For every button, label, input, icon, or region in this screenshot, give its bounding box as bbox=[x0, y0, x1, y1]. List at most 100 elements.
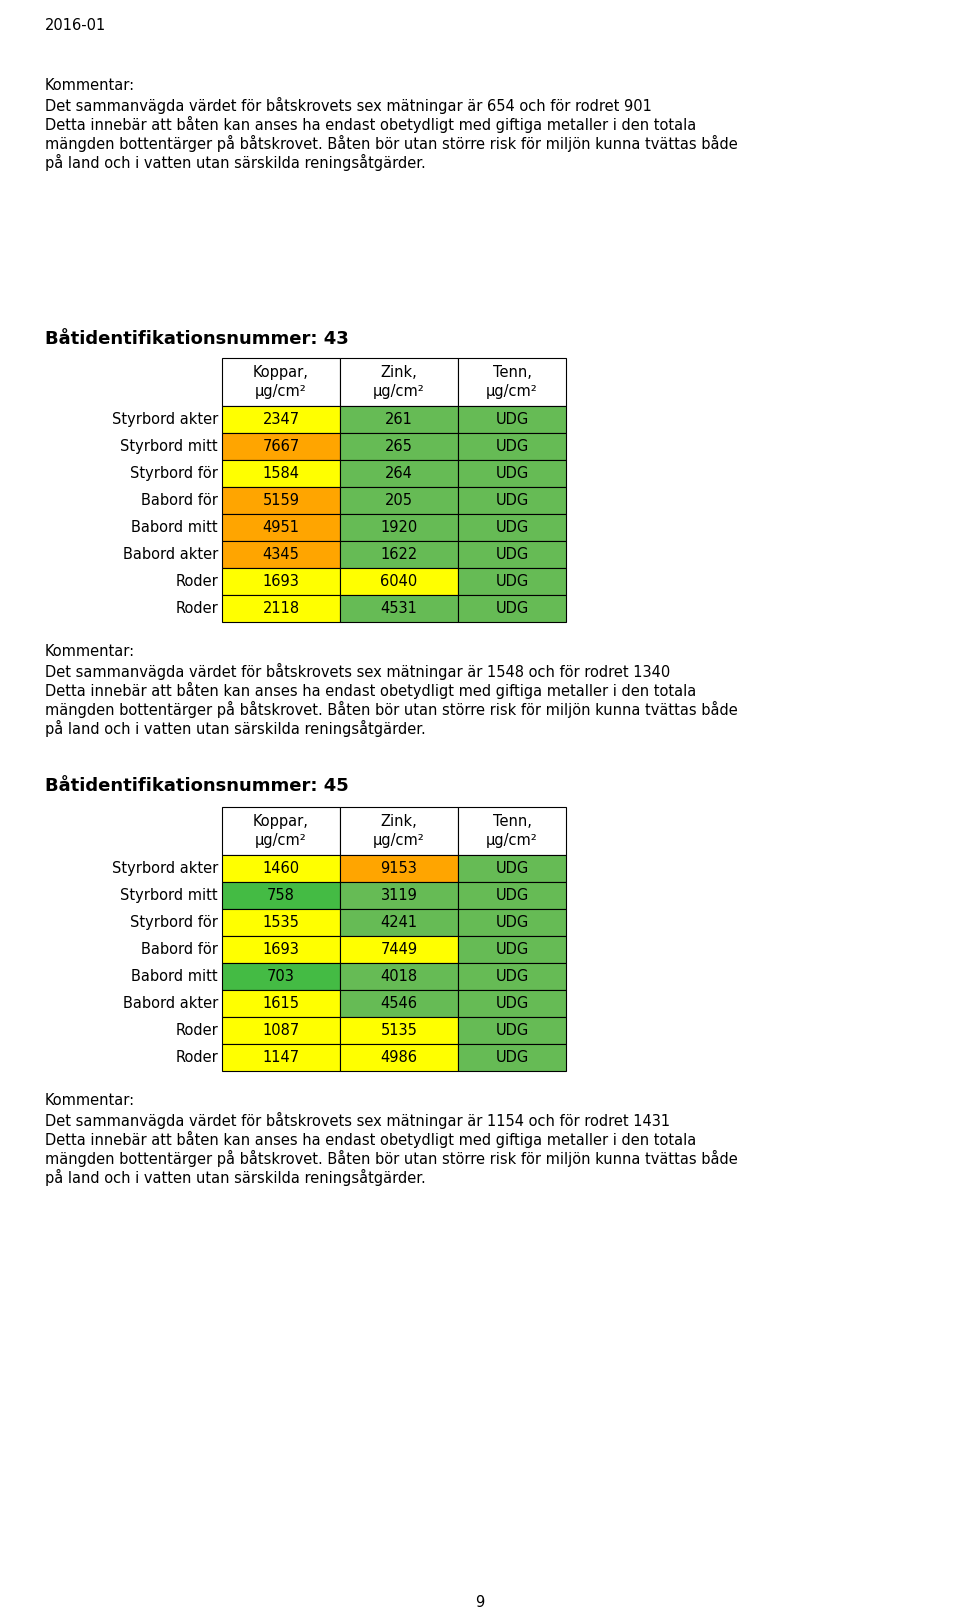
Text: 2016-01: 2016-01 bbox=[45, 18, 107, 32]
Bar bbox=[458, 990, 566, 1018]
Bar bbox=[340, 855, 458, 881]
Text: Kommentar:: Kommentar: bbox=[45, 644, 135, 659]
Text: 1460: 1460 bbox=[262, 860, 300, 876]
Text: 1584: 1584 bbox=[262, 466, 300, 480]
Text: 4546: 4546 bbox=[380, 997, 418, 1011]
Bar bbox=[340, 1044, 458, 1071]
Text: 3119: 3119 bbox=[380, 888, 418, 902]
Bar bbox=[222, 990, 340, 1018]
Text: 4018: 4018 bbox=[380, 969, 418, 984]
Bar bbox=[458, 936, 566, 962]
Text: UDG: UDG bbox=[495, 860, 529, 876]
Bar bbox=[458, 881, 566, 909]
Text: 4241: 4241 bbox=[380, 915, 418, 930]
Text: 205: 205 bbox=[385, 493, 413, 508]
Text: 1693: 1693 bbox=[263, 941, 300, 958]
Bar bbox=[458, 459, 566, 487]
Text: 264: 264 bbox=[385, 466, 413, 480]
Text: Tenn,
μg/cm²: Tenn, μg/cm² bbox=[486, 365, 538, 399]
Bar bbox=[340, 406, 458, 433]
Bar bbox=[458, 962, 566, 990]
Text: 1087: 1087 bbox=[262, 1022, 300, 1039]
Bar bbox=[340, 540, 458, 568]
Bar bbox=[222, 881, 340, 909]
Text: Det sammanvägda värdet för båtskrovets sex mätningar är 1154 och för rodret 1431: Det sammanvägda värdet för båtskrovets s… bbox=[45, 1112, 670, 1130]
Text: Det sammanvägda värdet för båtskrovets sex mätningar är 1548 och för rodret 1340: Det sammanvägda värdet för båtskrovets s… bbox=[45, 664, 670, 680]
Bar bbox=[222, 487, 340, 514]
Text: Styrbord mitt: Styrbord mitt bbox=[120, 438, 218, 454]
Bar bbox=[458, 807, 566, 855]
Text: Zink,
μg/cm²: Zink, μg/cm² bbox=[373, 815, 425, 847]
Text: Koppar,
μg/cm²: Koppar, μg/cm² bbox=[253, 815, 309, 847]
Text: 9: 9 bbox=[475, 1595, 485, 1610]
Text: UDG: UDG bbox=[495, 519, 529, 536]
Text: UDG: UDG bbox=[495, 601, 529, 617]
Bar bbox=[458, 1018, 566, 1044]
Bar bbox=[458, 540, 566, 568]
Text: 4531: 4531 bbox=[380, 601, 418, 617]
Text: Styrbord akter: Styrbord akter bbox=[111, 412, 218, 427]
Text: Båtidentifikationsnummer: 43: Båtidentifikationsnummer: 43 bbox=[45, 329, 348, 347]
Text: 1535: 1535 bbox=[263, 915, 300, 930]
Text: UDG: UDG bbox=[495, 412, 529, 427]
Bar bbox=[222, 909, 340, 936]
Bar bbox=[340, 596, 458, 622]
Bar bbox=[458, 514, 566, 540]
Text: 7449: 7449 bbox=[380, 941, 418, 958]
Text: 703: 703 bbox=[267, 969, 295, 984]
Text: Koppar,
μg/cm²: Koppar, μg/cm² bbox=[253, 365, 309, 399]
Text: Styrbord mitt: Styrbord mitt bbox=[120, 888, 218, 902]
Text: Tenn,
μg/cm²: Tenn, μg/cm² bbox=[486, 815, 538, 847]
Text: UDG: UDG bbox=[495, 997, 529, 1011]
Text: 758: 758 bbox=[267, 888, 295, 902]
Text: Styrbord akter: Styrbord akter bbox=[111, 860, 218, 876]
Bar bbox=[458, 568, 566, 596]
Bar bbox=[340, 990, 458, 1018]
Text: UDG: UDG bbox=[495, 1050, 529, 1065]
Text: UDG: UDG bbox=[495, 493, 529, 508]
Text: Roder: Roder bbox=[176, 1022, 218, 1039]
Bar bbox=[222, 962, 340, 990]
Bar bbox=[222, 807, 340, 855]
Bar bbox=[340, 433, 458, 459]
Bar bbox=[222, 596, 340, 622]
Text: Roder: Roder bbox=[176, 601, 218, 617]
Bar bbox=[222, 459, 340, 487]
Text: Babord mitt: Babord mitt bbox=[132, 519, 218, 536]
Bar bbox=[222, 1044, 340, 1071]
Text: Roder: Roder bbox=[176, 575, 218, 589]
Text: Babord för: Babord för bbox=[141, 941, 218, 958]
Text: Båtidentifikationsnummer: 45: Båtidentifikationsnummer: 45 bbox=[45, 777, 348, 795]
Bar bbox=[340, 909, 458, 936]
Text: Styrbord för: Styrbord för bbox=[131, 466, 218, 480]
Text: mängden bottentärger på båtskrovet. Båten bör utan större risk för miljön kunna : mängden bottentärger på båtskrovet. Båte… bbox=[45, 135, 737, 153]
Bar bbox=[458, 487, 566, 514]
Text: Roder: Roder bbox=[176, 1050, 218, 1065]
Text: 2347: 2347 bbox=[262, 412, 300, 427]
Bar bbox=[458, 909, 566, 936]
Bar bbox=[458, 433, 566, 459]
Text: 5135: 5135 bbox=[380, 1022, 418, 1039]
Bar bbox=[458, 406, 566, 433]
Text: på land och i vatten utan särskilda reningsåtgärder.: på land och i vatten utan särskilda reni… bbox=[45, 1169, 425, 1186]
Bar bbox=[222, 568, 340, 596]
Text: Babord mitt: Babord mitt bbox=[132, 969, 218, 984]
Text: 4986: 4986 bbox=[380, 1050, 418, 1065]
Bar bbox=[458, 359, 566, 406]
Text: Detta innebär att båten kan anses ha endast obetydligt med giftiga metaller i de: Detta innebär att båten kan anses ha end… bbox=[45, 1131, 696, 1147]
Text: 1147: 1147 bbox=[262, 1050, 300, 1065]
Text: Kommentar:: Kommentar: bbox=[45, 1092, 135, 1109]
Text: Detta innebär att båten kan anses ha endast obetydligt med giftiga metaller i de: Detta innebär att båten kan anses ha end… bbox=[45, 682, 696, 700]
Text: 1920: 1920 bbox=[380, 519, 418, 536]
Text: 261: 261 bbox=[385, 412, 413, 427]
Bar bbox=[458, 855, 566, 881]
Bar bbox=[340, 936, 458, 962]
Bar bbox=[340, 881, 458, 909]
Text: UDG: UDG bbox=[495, 941, 529, 958]
Text: UDG: UDG bbox=[495, 438, 529, 454]
Text: UDG: UDG bbox=[495, 466, 529, 480]
Bar bbox=[222, 359, 340, 406]
Bar bbox=[340, 1018, 458, 1044]
Text: Det sammanvägda värdet för båtskrovets sex mätningar är 654 och för rodret 901: Det sammanvägda värdet för båtskrovets s… bbox=[45, 97, 652, 114]
Text: 2118: 2118 bbox=[262, 601, 300, 617]
